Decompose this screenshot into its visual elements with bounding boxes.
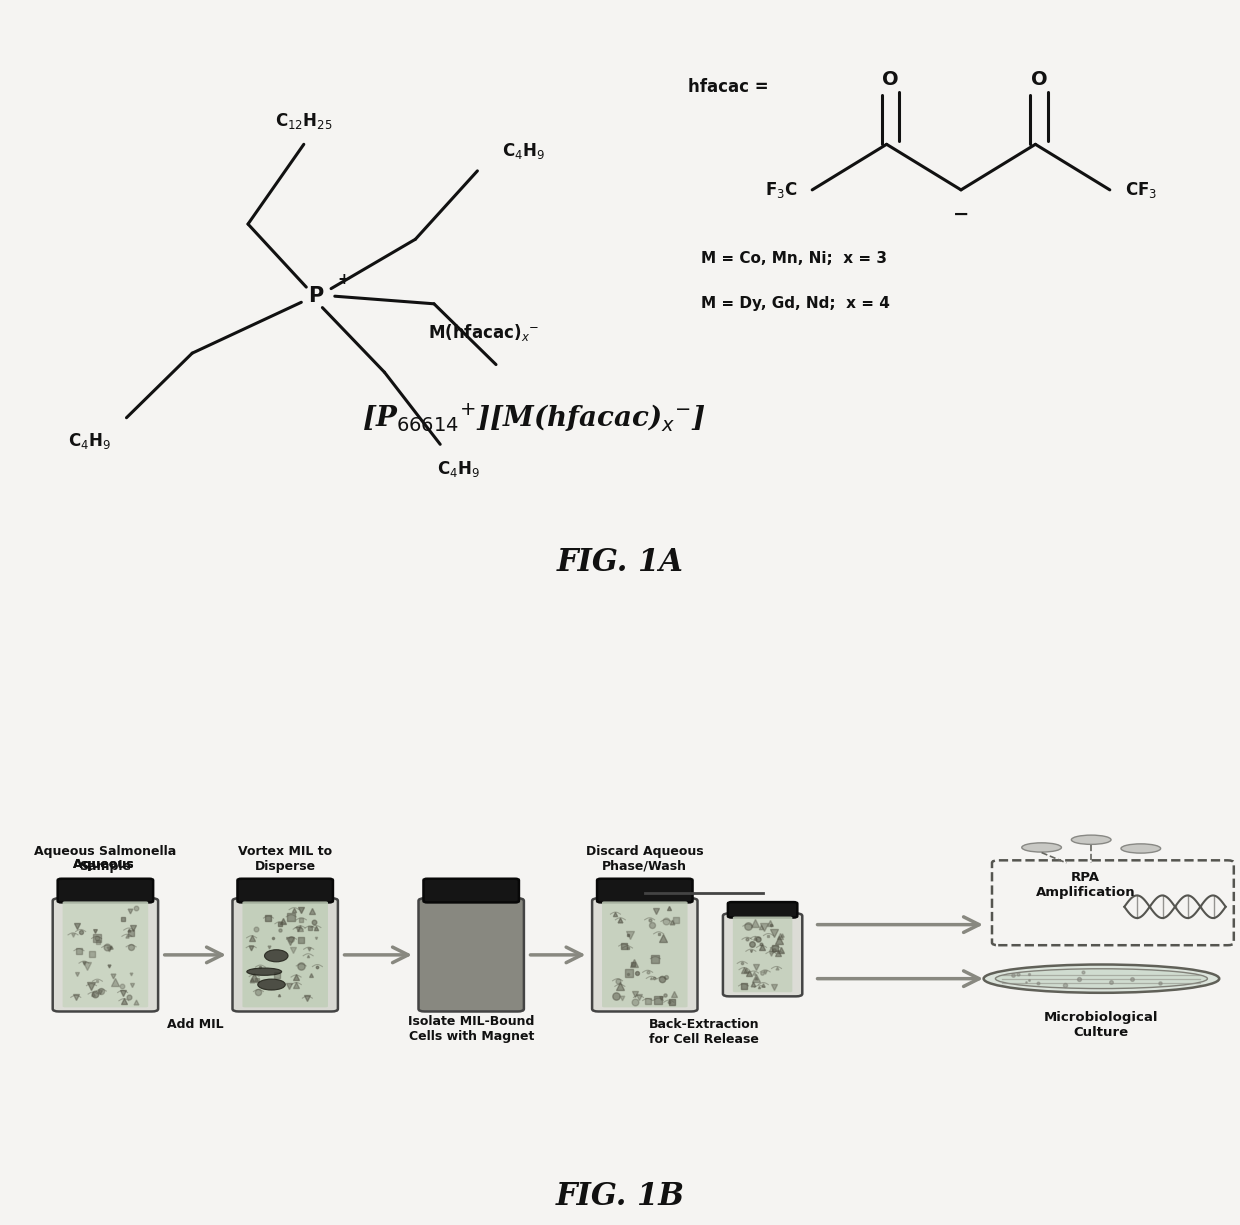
Ellipse shape — [264, 949, 288, 962]
Text: FIG. 1B: FIG. 1B — [556, 1181, 684, 1213]
FancyBboxPatch shape — [728, 902, 797, 918]
Text: Aqueous: Aqueous — [73, 858, 138, 871]
Text: Add MIL: Add MIL — [167, 1018, 223, 1031]
Text: M = Dy, Gd, Nd;  x = 4: M = Dy, Gd, Nd; x = 4 — [701, 296, 889, 311]
FancyBboxPatch shape — [57, 878, 153, 903]
FancyBboxPatch shape — [62, 902, 149, 1007]
Ellipse shape — [1121, 844, 1161, 853]
Text: C$_4$H$_9$: C$_4$H$_9$ — [68, 431, 110, 451]
Text: Microbiological
Culture: Microbiological Culture — [1044, 1011, 1158, 1039]
Text: Isolate MIL-Bound
Cells with Magnet: Isolate MIL-Bound Cells with Magnet — [408, 1016, 534, 1042]
Text: RPA
Amplification: RPA Amplification — [1035, 871, 1135, 899]
Text: [P$_{66614}$$^{+}$][M(hfacac)$_x$$^{-}$]: [P$_{66614}$$^{+}$][M(hfacac)$_x$$^{-}$] — [362, 402, 704, 434]
FancyBboxPatch shape — [242, 902, 327, 1007]
Text: FIG. 1A: FIG. 1A — [557, 546, 683, 577]
Ellipse shape — [1022, 843, 1061, 853]
FancyBboxPatch shape — [593, 898, 697, 1012]
Text: C$_4$H$_9$: C$_4$H$_9$ — [502, 141, 546, 160]
FancyBboxPatch shape — [723, 914, 802, 996]
Text: Back-Extraction
for Cell Release: Back-Extraction for Cell Release — [649, 1018, 759, 1046]
Text: M(hfacac)$_x$$^{-}$: M(hfacac)$_x$$^{-}$ — [428, 322, 539, 343]
Text: F$_3$C: F$_3$C — [765, 180, 797, 200]
Text: P: P — [309, 287, 324, 306]
FancyBboxPatch shape — [52, 898, 159, 1012]
Text: C$_4$H$_9$: C$_4$H$_9$ — [438, 459, 480, 479]
Ellipse shape — [983, 964, 1219, 992]
Text: Vortex MIL to
Disperse: Vortex MIL to Disperse — [238, 844, 332, 872]
Ellipse shape — [258, 979, 285, 990]
Text: hfacac =: hfacac = — [688, 78, 769, 97]
Text: Discard Aqueous
Phase/Wash: Discard Aqueous Phase/Wash — [587, 844, 703, 872]
FancyBboxPatch shape — [237, 878, 332, 903]
Text: −: − — [952, 205, 970, 224]
Text: Aqueous Salmonella
Sample: Aqueous Salmonella Sample — [35, 844, 176, 872]
Ellipse shape — [1071, 835, 1111, 844]
Ellipse shape — [996, 969, 1208, 989]
Text: O: O — [1030, 70, 1048, 89]
FancyBboxPatch shape — [596, 878, 692, 903]
FancyBboxPatch shape — [603, 902, 688, 1007]
FancyBboxPatch shape — [419, 898, 523, 1012]
FancyBboxPatch shape — [423, 878, 520, 903]
FancyBboxPatch shape — [232, 898, 337, 1012]
Text: O: O — [882, 70, 899, 89]
Text: CF$_3$: CF$_3$ — [1125, 180, 1157, 200]
Ellipse shape — [247, 968, 281, 975]
Text: +: + — [337, 272, 350, 287]
Text: Aqueous: Aqueous — [73, 858, 138, 871]
FancyBboxPatch shape — [733, 916, 792, 992]
Text: C$_{12}$H$_{25}$: C$_{12}$H$_{25}$ — [275, 110, 332, 131]
Text: M = Co, Mn, Ni;  x = 3: M = Co, Mn, Ni; x = 3 — [701, 251, 887, 266]
